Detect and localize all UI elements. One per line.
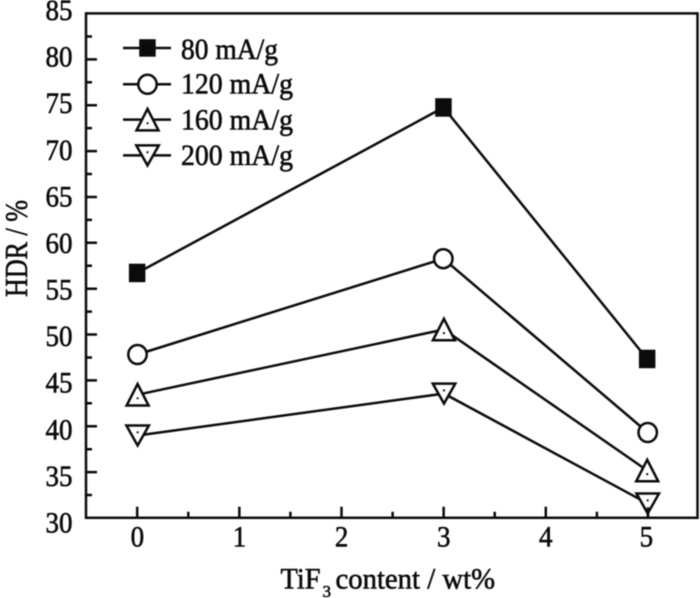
svg-text:200 mA/g: 200 mA/g	[181, 139, 293, 172]
svg-text:50: 50	[46, 320, 73, 353]
svg-text:40: 40	[46, 413, 73, 446]
svg-text:75: 75	[46, 87, 73, 120]
svg-text:160 mA/g: 160 mA/g	[181, 104, 293, 137]
svg-text:55: 55	[46, 274, 73, 307]
svg-text:120 mA/g: 120 mA/g	[181, 68, 293, 101]
svg-text:70: 70	[46, 134, 73, 167]
svg-text:0: 0	[131, 520, 145, 553]
svg-text:5: 5	[640, 520, 654, 553]
svg-text:85: 85	[46, 0, 73, 27]
svg-text:30: 30	[46, 507, 73, 540]
svg-text:TiF: TiF	[281, 563, 321, 596]
svg-text:content / wt%: content / wt%	[336, 563, 496, 596]
svg-text:3: 3	[323, 582, 332, 598]
svg-text:65: 65	[46, 180, 73, 213]
svg-text:4: 4	[539, 520, 553, 553]
svg-text:80: 80	[46, 41, 73, 74]
svg-text:35: 35	[46, 460, 73, 493]
svg-text:60: 60	[46, 227, 73, 260]
svg-text:80 mA/g: 80 mA/g	[181, 33, 278, 66]
svg-text:3: 3	[437, 520, 451, 553]
svg-text:2: 2	[335, 520, 349, 553]
svg-text:1: 1	[233, 520, 247, 553]
svg-text:45: 45	[46, 367, 73, 400]
svg-text:HDR / %: HDR / %	[0, 200, 34, 297]
